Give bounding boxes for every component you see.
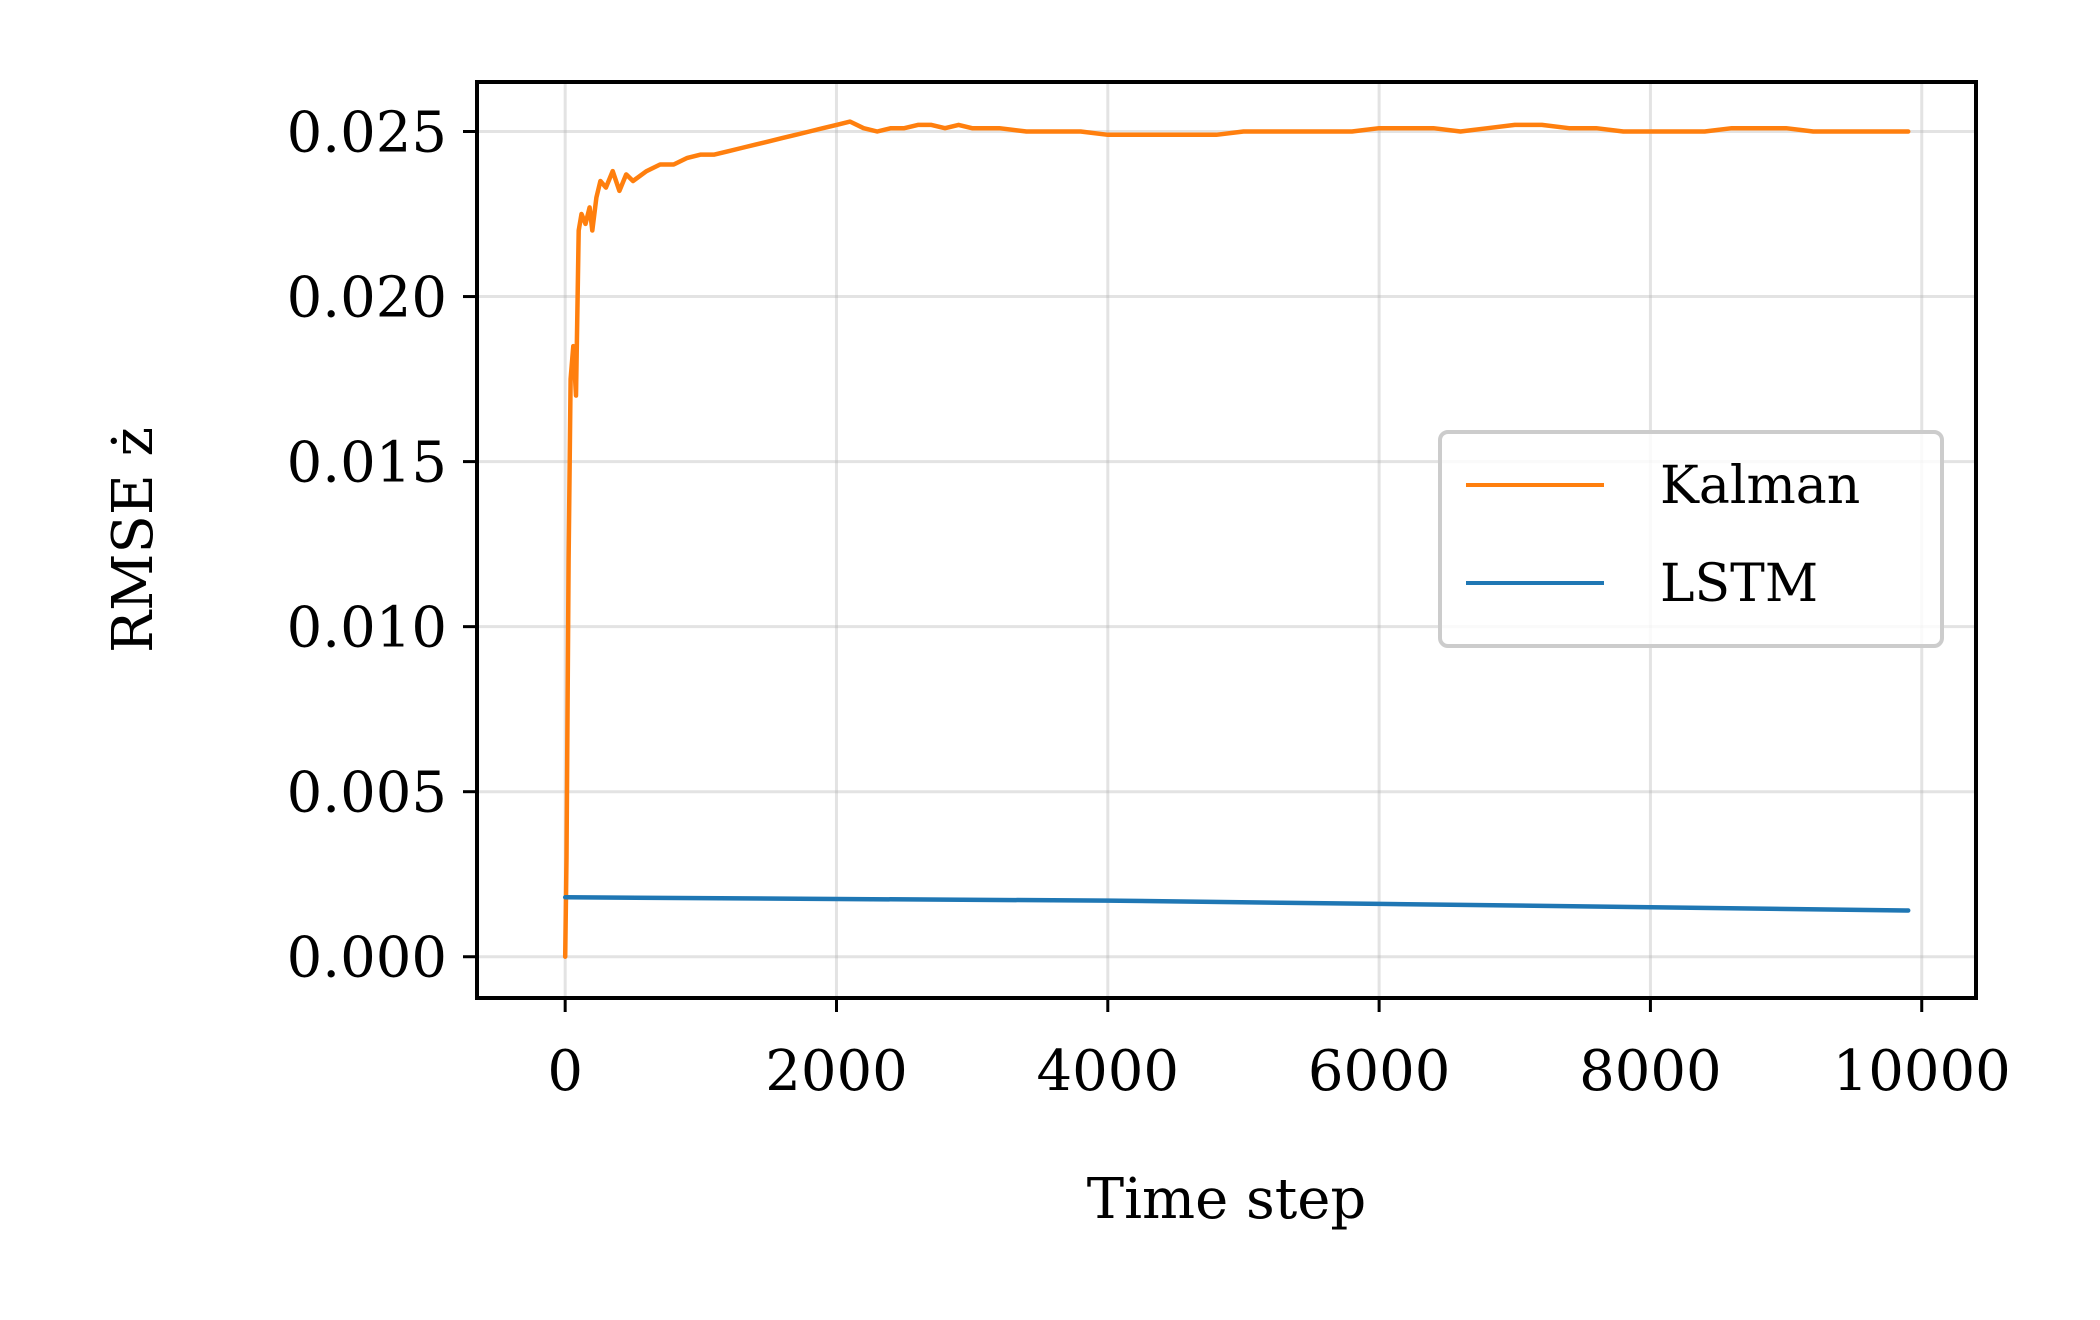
y-tick-label: 0.025 [287,101,447,166]
x-tick-label: 6000 [1308,1039,1451,1104]
series-lines [562,119,1911,959]
y-tick-label: 0.005 [287,761,447,826]
legend-label-lstm: LSTM [1660,554,1818,614]
y-axis-ticks: 0.000 0.005 0.010 0.015 0.020 0.025 [287,101,477,991]
y-tick-label: 0.020 [287,266,447,331]
series-line-kalman [562,119,1911,959]
y-tick-label: 0.015 [287,431,447,496]
y-tick-label: 0.010 [287,596,447,661]
x-tick-label: 10000 [1833,1039,2011,1104]
x-tick-label: 0 [547,1039,583,1104]
y-axis-title: RMSE ż [101,427,166,653]
x-tick-label: 4000 [1037,1039,1180,1104]
x-tick-label: 2000 [765,1039,908,1104]
x-axis-title: Time step [1087,1167,1367,1232]
plot-frame [475,80,1978,1000]
series-line-lstm [562,895,1911,913]
x-axis-ticks: 0 2000 4000 6000 8000 10000 [547,998,2011,1104]
y-tick-label: 0.000 [287,926,447,991]
legend-label-kalman: Kalman [1660,456,1860,516]
x-tick-label: 8000 [1579,1039,1722,1104]
legend: Kalman LSTM [1438,430,1944,648]
